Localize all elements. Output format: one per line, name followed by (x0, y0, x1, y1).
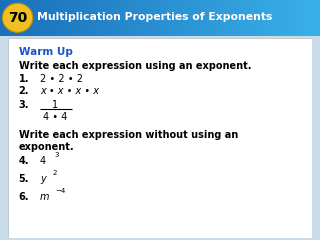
Text: y: y (40, 174, 46, 184)
Text: 4.: 4. (19, 156, 29, 166)
Text: Write each expression using an exponent.: Write each expression using an exponent. (19, 61, 251, 72)
Text: 1: 1 (52, 100, 58, 110)
Text: 4 • 4: 4 • 4 (43, 112, 67, 122)
Text: x • x • x • x: x • x • x • x (40, 86, 99, 96)
Text: 6.: 6. (19, 192, 29, 202)
Text: m: m (40, 192, 49, 202)
Text: 4: 4 (40, 156, 46, 166)
Text: −4: −4 (56, 188, 66, 194)
Text: 5.: 5. (19, 174, 29, 184)
Text: 1.: 1. (19, 74, 29, 84)
Text: Multiplication Properties of Exponents: Multiplication Properties of Exponents (37, 12, 272, 22)
Text: 3: 3 (54, 152, 59, 158)
FancyBboxPatch shape (8, 38, 312, 238)
Text: 2.: 2. (19, 86, 29, 96)
Ellipse shape (3, 3, 33, 32)
Text: 70: 70 (8, 11, 27, 25)
Text: 2 • 2 • 2: 2 • 2 • 2 (40, 74, 83, 84)
Text: exponent.: exponent. (19, 142, 74, 152)
Text: 3.: 3. (19, 100, 29, 110)
Text: Warm Up: Warm Up (19, 47, 73, 57)
Text: 2: 2 (53, 170, 57, 176)
Text: Write each expression without using an: Write each expression without using an (19, 130, 238, 140)
